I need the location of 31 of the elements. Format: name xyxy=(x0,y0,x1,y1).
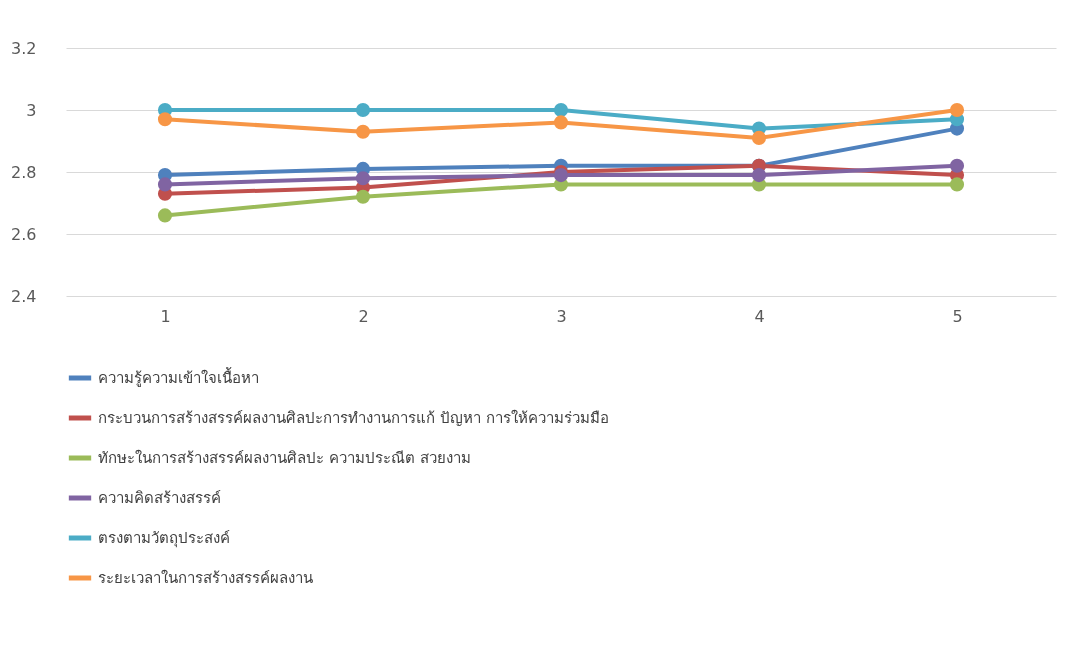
x-tick-label: 5 xyxy=(952,306,963,326)
point xyxy=(751,168,767,183)
y-tick-label: 2.6 xyxy=(11,224,37,244)
point xyxy=(553,168,569,183)
x-tick-label: 3 xyxy=(556,306,567,326)
legend-label: ความคิดสร้างสรรค์ xyxy=(98,489,221,507)
legend-label: ระยะเวลาในการสร้างสรรค์ผลงาน xyxy=(98,569,313,587)
point xyxy=(355,171,371,186)
point xyxy=(949,158,965,173)
point xyxy=(355,124,371,139)
point xyxy=(751,130,767,145)
point xyxy=(949,102,965,118)
point xyxy=(157,208,173,223)
y-tick-label: 3 xyxy=(26,100,37,120)
y-tick-label: 2.4 xyxy=(11,286,37,306)
legend-label: ทักษะในการสร้างสรรค์ผลงานศิลปะ ความประณีต สวยงาม xyxy=(98,449,471,467)
x-tick-label: 1 xyxy=(160,306,171,326)
point xyxy=(157,177,173,192)
legend-label: ตรงตามวัตถุประสงค์ xyxy=(98,529,230,548)
x-tick-label: 4 xyxy=(754,306,765,326)
point xyxy=(355,189,371,204)
legend-label: ความรู้ความเข้าใจเนื้อหา xyxy=(98,367,259,387)
point xyxy=(355,102,371,118)
y-tick-label: 2.8 xyxy=(11,162,37,182)
point xyxy=(949,177,965,192)
point xyxy=(553,115,569,130)
point xyxy=(157,112,173,127)
legend-label: กระบวนการสร้างสรรค์ผลงานศิลปะการทำงานการแก้ ปัญหา การให้ความร่วมมือ xyxy=(98,409,609,427)
y-tick-label: 3.2 xyxy=(11,38,37,58)
x-tick-label: 2 xyxy=(358,306,369,326)
point xyxy=(553,102,569,118)
